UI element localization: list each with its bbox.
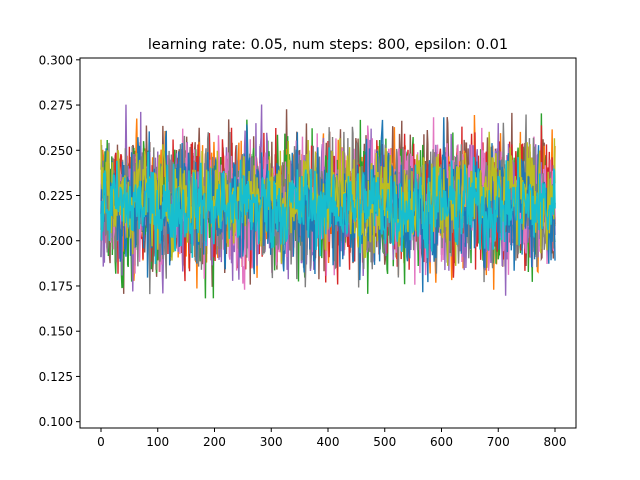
x-tick-label: 800 [544,435,567,449]
chart-title: learning rate: 0.05, num steps: 800, eps… [148,37,508,53]
x-tick-label: 700 [487,435,510,449]
x-tick-label: 400 [317,435,340,449]
series-line-10 [100,147,556,265]
x-axis: 0 100 200 300 400 500 600 700 800 [97,428,566,449]
x-tick-label: 200 [203,435,226,449]
x-tick-label: 100 [146,435,169,449]
y-tick-label: 0.225 [39,189,73,203]
y-tick-label: 0.125 [39,370,73,384]
y-tick-label: 0.300 [39,53,73,67]
x-tick-label: 300 [260,435,283,449]
x-tick-label: 500 [373,435,396,449]
y-tick-label: 0.175 [39,279,73,293]
series-layer [100,104,556,299]
y-tick-label: 0.100 [39,415,73,429]
x-tick-label: 0 [97,435,105,449]
y-tick-label: 0.150 [39,325,73,339]
y-tick-label: 0.250 [39,144,73,158]
y-axis: 0.100 0.125 0.150 0.175 0.200 0.225 0.250 0.275… [39,53,80,429]
x-tick-label: 600 [430,435,453,449]
y-tick-label: 0.275 [39,99,73,113]
y-tick-label: 0.200 [39,234,73,248]
